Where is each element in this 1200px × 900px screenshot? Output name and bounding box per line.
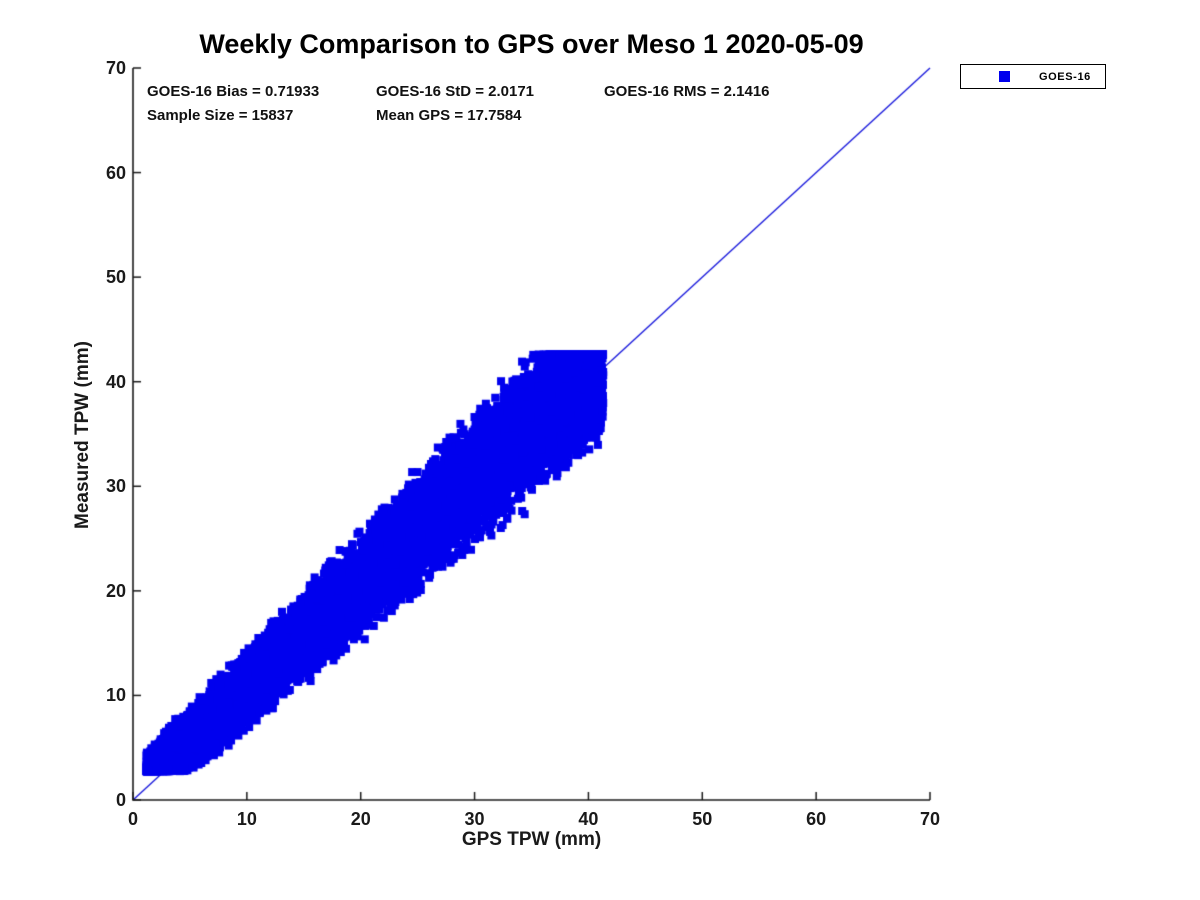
x-tick-label: 10	[236, 809, 257, 829]
y-tick-label: 60	[105, 162, 126, 183]
y-tick-label: 30	[105, 476, 126, 497]
stat-std: GOES-16 StD = 2.0171	[376, 83, 534, 100]
y-tick-label: 70	[105, 58, 126, 78]
y-tick-label: 50	[105, 267, 126, 288]
legend-square-marker-icon	[999, 71, 1010, 82]
y-axis-label: Measured TPW (mm)	[72, 341, 93, 529]
stat-bias: GOES-16 Bias = 0.71933	[147, 83, 320, 100]
x-tick-label: 0	[127, 809, 138, 829]
legend-label: GOES-16	[1039, 70, 1091, 83]
legend: GOES-16	[960, 64, 1106, 89]
stat-sample-size: Sample Size = 15837	[147, 107, 294, 124]
stat-mean-gps: Mean GPS = 17.7584	[376, 107, 522, 124]
x-tick-label: 50	[692, 809, 713, 829]
y-tick-label: 10	[105, 685, 126, 706]
x-tick-label: 60	[806, 809, 827, 829]
chart-title: Weekly Comparison to GPS over Meso 1 202…	[199, 29, 864, 59]
y-tick-label: 0	[115, 790, 126, 810]
y-tick-label: 20	[105, 580, 126, 601]
x-tick-label: 70	[919, 809, 941, 829]
x-axis-label: GPS TPW (mm)	[461, 829, 602, 850]
x-tick-label: 30	[464, 809, 485, 829]
y-tick-label: 40	[105, 371, 126, 392]
stat-rms: GOES-16 RMS = 2.1416	[604, 83, 770, 100]
x-tick-label: 40	[578, 809, 599, 829]
x-tick-label: 20	[350, 809, 371, 829]
